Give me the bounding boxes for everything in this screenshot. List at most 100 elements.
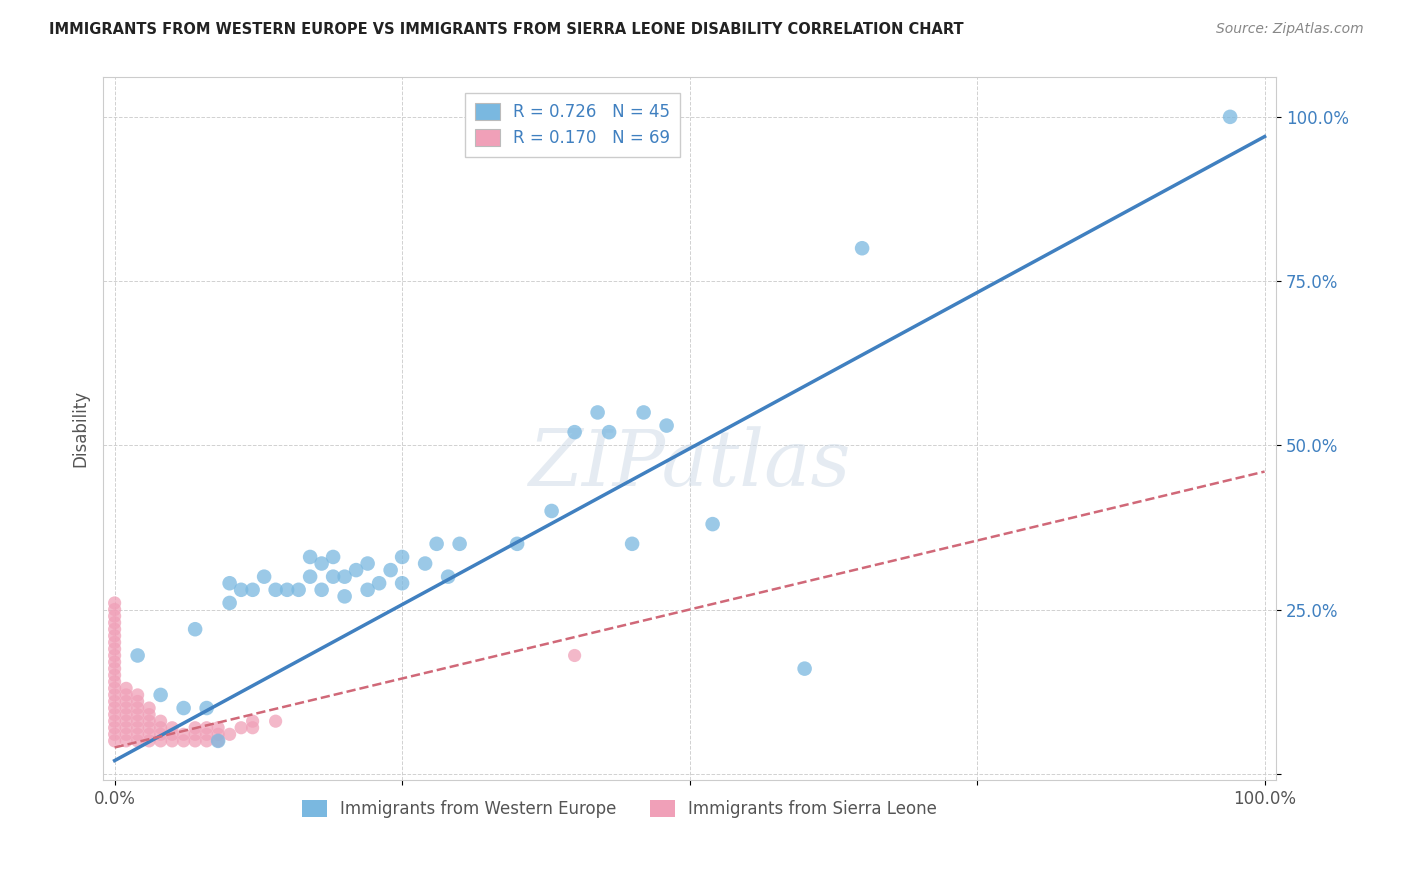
Point	[218, 727, 240, 741]
Point	[127, 707, 149, 722]
Point	[104, 721, 127, 735]
Point	[104, 602, 127, 616]
Point	[333, 569, 356, 583]
Point	[104, 701, 127, 715]
Point	[229, 582, 252, 597]
Point	[149, 688, 172, 702]
Point	[173, 734, 195, 748]
Point	[242, 582, 264, 597]
Point	[160, 721, 183, 735]
Point	[702, 517, 724, 532]
Point	[356, 582, 378, 597]
Point	[149, 727, 172, 741]
Point	[276, 582, 298, 597]
Point	[633, 405, 655, 419]
Point	[138, 734, 160, 748]
Point	[138, 701, 160, 715]
Point	[242, 721, 264, 735]
Point	[160, 734, 183, 748]
Point	[127, 701, 149, 715]
Point	[115, 688, 138, 702]
Point	[311, 557, 333, 571]
Point	[104, 609, 127, 624]
Point	[655, 418, 678, 433]
Point	[218, 596, 240, 610]
Point	[104, 694, 127, 708]
Point	[104, 596, 127, 610]
Point	[104, 615, 127, 630]
Point	[356, 557, 378, 571]
Point	[195, 721, 218, 735]
Point	[264, 714, 287, 728]
Point	[195, 734, 218, 748]
Point	[449, 537, 471, 551]
Point	[207, 727, 229, 741]
Point	[115, 694, 138, 708]
Point	[115, 701, 138, 715]
Point	[426, 537, 449, 551]
Point	[229, 721, 252, 735]
Point	[115, 707, 138, 722]
Point	[104, 662, 127, 676]
Point	[368, 576, 391, 591]
Point	[138, 721, 160, 735]
Point	[322, 569, 344, 583]
Point	[173, 701, 195, 715]
Point	[598, 425, 620, 439]
Point	[299, 569, 322, 583]
Point	[621, 537, 644, 551]
Point	[104, 714, 127, 728]
Point	[138, 714, 160, 728]
Text: Source: ZipAtlas.com: Source: ZipAtlas.com	[1216, 22, 1364, 37]
Point	[149, 714, 172, 728]
Point	[104, 727, 127, 741]
Point	[253, 569, 276, 583]
Point	[115, 727, 138, 741]
Point	[586, 405, 609, 419]
Point	[218, 576, 240, 591]
Point	[195, 701, 218, 715]
Point	[160, 727, 183, 741]
Point	[195, 727, 218, 741]
Point	[104, 629, 127, 643]
Point	[311, 582, 333, 597]
Point	[115, 714, 138, 728]
Point	[333, 590, 356, 604]
Point	[104, 641, 127, 656]
Point	[437, 569, 460, 583]
Point	[506, 537, 529, 551]
Point	[104, 674, 127, 689]
Point	[264, 582, 287, 597]
Point	[127, 721, 149, 735]
Point	[564, 425, 586, 439]
Point	[564, 648, 586, 663]
Y-axis label: Disability: Disability	[72, 391, 89, 467]
Point	[127, 648, 149, 663]
Point	[127, 714, 149, 728]
Point	[104, 668, 127, 682]
Point	[104, 635, 127, 649]
Text: ZIPatlas: ZIPatlas	[529, 425, 851, 502]
Point	[138, 707, 160, 722]
Legend: Immigrants from Western Europe, Immigrants from Sierra Leone: Immigrants from Western Europe, Immigran…	[295, 793, 943, 825]
Point	[287, 582, 309, 597]
Point	[1219, 110, 1241, 124]
Point	[104, 734, 127, 748]
Point	[104, 707, 127, 722]
Point	[322, 549, 344, 564]
Point	[104, 655, 127, 669]
Point	[207, 721, 229, 735]
Point	[115, 681, 138, 696]
Point	[413, 557, 436, 571]
Point	[127, 694, 149, 708]
Point	[540, 504, 562, 518]
Point	[149, 721, 172, 735]
Point	[104, 622, 127, 636]
Point	[138, 727, 160, 741]
Point	[793, 662, 815, 676]
Point	[207, 734, 229, 748]
Point	[173, 727, 195, 741]
Point	[127, 688, 149, 702]
Point	[380, 563, 402, 577]
Point	[207, 734, 229, 748]
